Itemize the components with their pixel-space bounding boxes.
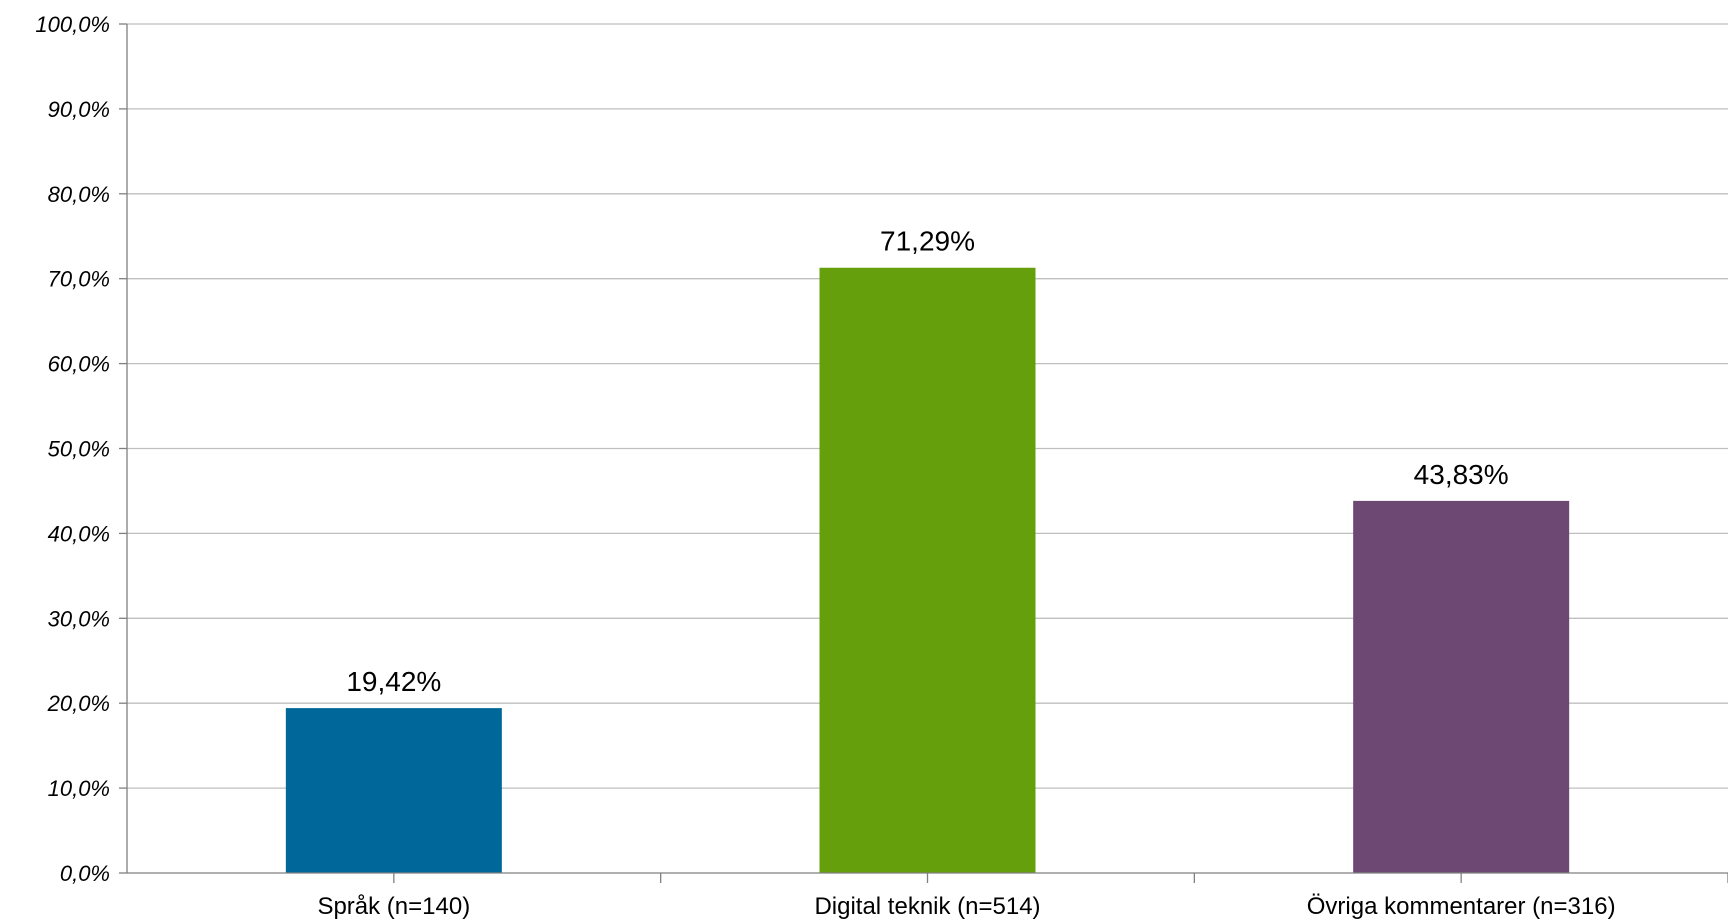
bar <box>285 708 502 873</box>
bar <box>819 267 1036 873</box>
bar <box>1353 500 1570 873</box>
y-tick-label: 20,0% <box>47 691 110 716</box>
y-tick-label: 30,0% <box>48 606 110 631</box>
y-tick-label: 90,0% <box>48 97 110 122</box>
y-tick-label: 40,0% <box>48 521 110 546</box>
y-tick-label: 60,0% <box>48 352 110 377</box>
y-tick-label: 50,0% <box>48 437 110 462</box>
data-label: 19,42% <box>346 666 441 697</box>
y-tick-label: 10,0% <box>48 776 110 801</box>
y-tick-label: 100,0% <box>35 12 110 37</box>
labels: 0,0% 10,0% 20,0% 30,0% 40,0% 50,0% 60,0% 70,0% 8… <box>35 12 1615 920</box>
data-label: 71,29% <box>880 226 975 257</box>
y-tick-label: 0,0% <box>60 861 110 886</box>
x-tick-label: Språk (n=140) <box>317 893 470 920</box>
data-label: 43,83% <box>1414 459 1509 490</box>
axes <box>119 23 1728 883</box>
y-tick-label: 70,0% <box>48 267 110 292</box>
x-tick-label: Digital teknik (n=514) <box>814 893 1040 920</box>
bars <box>285 267 1570 873</box>
x-tick-label: Övriga kommentarer (n=316) <box>1307 893 1616 920</box>
y-tick-label: 80,0% <box>48 182 110 207</box>
